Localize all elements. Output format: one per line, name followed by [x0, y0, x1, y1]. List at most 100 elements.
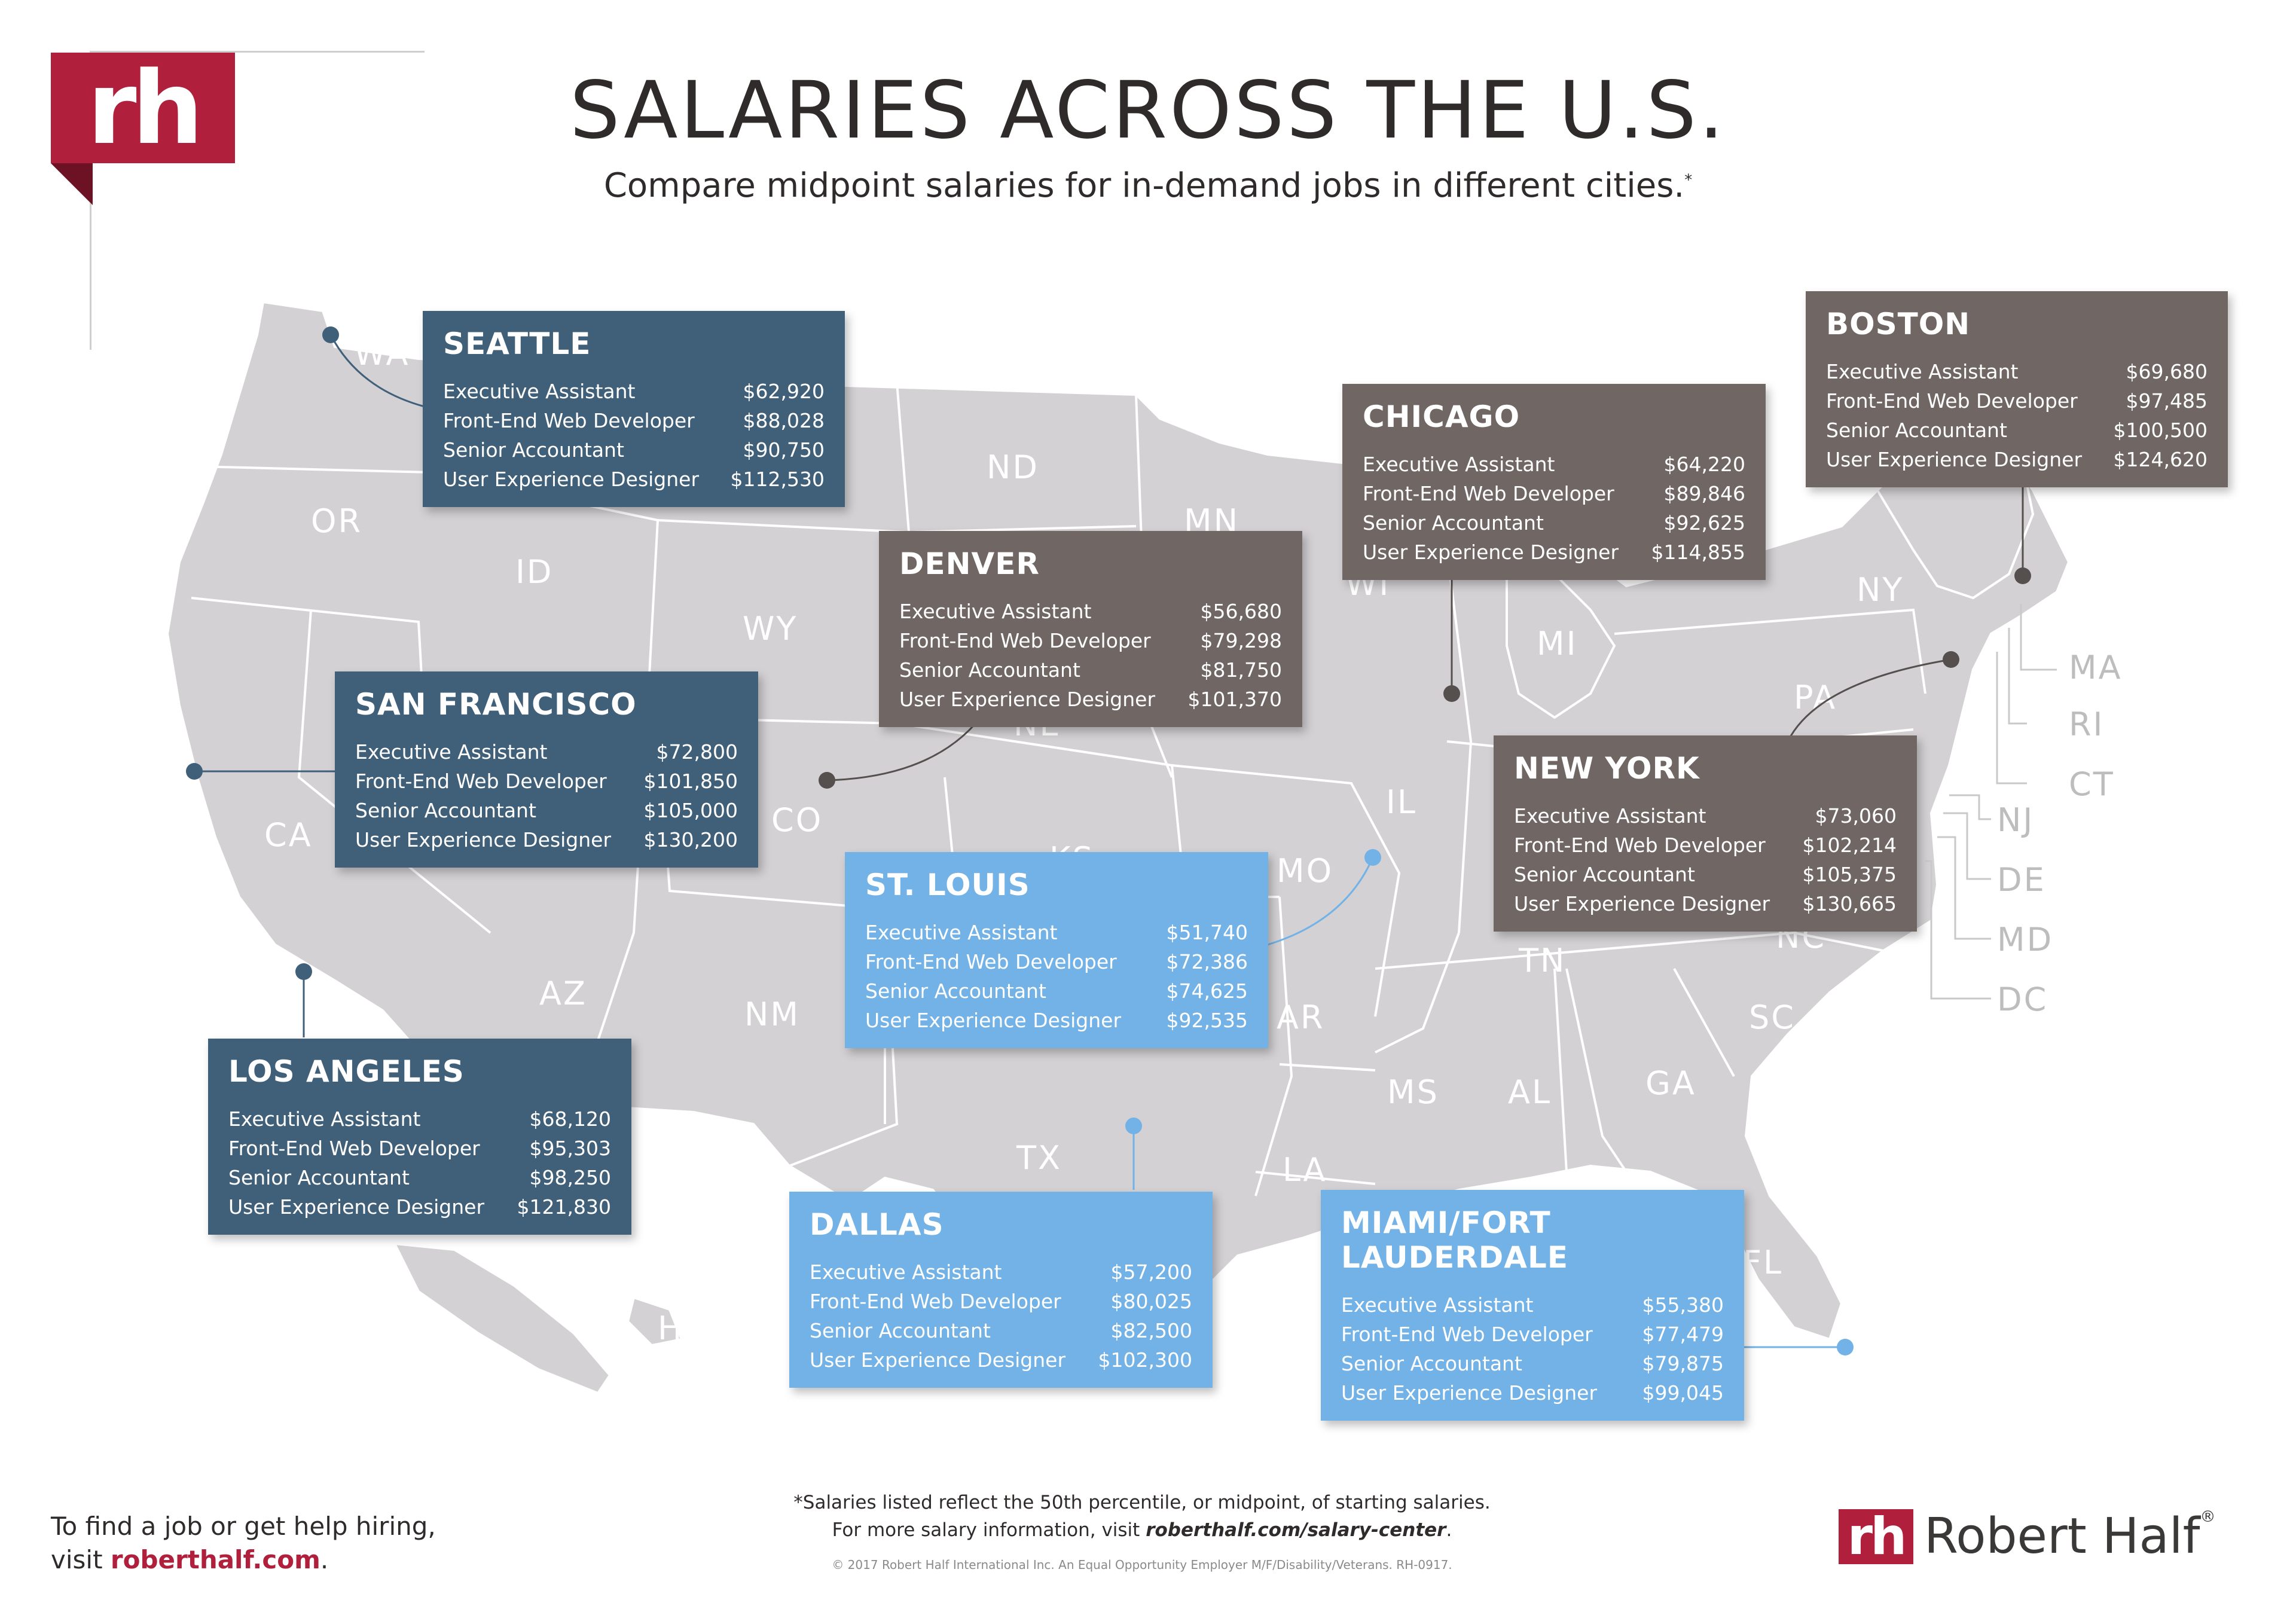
salary-row: Executive Assistant $72,800 — [355, 737, 738, 767]
salary-value: $105,375 — [1802, 863, 1897, 886]
job-title: Executive Assistant — [228, 1107, 421, 1131]
miami-dot — [1837, 1339, 1854, 1355]
salary-value: $57,200 — [1110, 1260, 1192, 1284]
salary-row: Executive Assistant $62,920 — [443, 377, 825, 406]
footer-cta-line2: visit roberthalf.com. — [51, 1543, 436, 1577]
job-title: Senior Accountant — [443, 438, 624, 462]
city-card-los-angeles: LOS ANGELES Executive Assistant $68,120 F… — [208, 1039, 631, 1235]
city-card-miami: MIAMI/FORT LAUDERDALE Executive Assistan… — [1321, 1190, 1744, 1421]
salary-row: Senior Accountant $105,000 — [355, 796, 738, 825]
robert-half-logo: rh Robert Half® — [1839, 1507, 2215, 1567]
state-label-ny: NY — [1857, 571, 1904, 609]
city-name: CHICAGO — [1363, 399, 1521, 434]
state-label-mi: MI — [1537, 625, 1578, 663]
salary-value: $98,250 — [529, 1166, 611, 1189]
salary-value: $73,060 — [1815, 804, 1897, 828]
salary-row: Front-End Web Developer $101,850 — [355, 767, 738, 796]
copyright: © 2017 Robert Half International Inc. An… — [832, 1558, 1452, 1572]
salary-row: User Experience Designer $92,535 — [865, 1006, 1248, 1035]
corner-rule-horizontal — [90, 51, 425, 53]
job-title: Senior Accountant — [1363, 511, 1544, 535]
job-title: User Experience Designer — [1826, 448, 2083, 471]
page-subtitle: Compare midpoint salaries for in-demand … — [0, 166, 2296, 205]
state-label-nd: ND — [987, 448, 1039, 486]
job-title: Front-End Web Developer — [810, 1290, 1061, 1313]
job-title: Executive Assistant — [810, 1260, 1002, 1284]
salary-row: Front-End Web Developer $72,386 — [865, 947, 1248, 976]
salary-value: $64,220 — [1663, 453, 1745, 476]
city-card-san-francisco: SAN FRANCISCO Executive Assistant $72,800… — [335, 671, 758, 868]
st-louis-dot — [1364, 849, 1381, 866]
salary-row: User Experience Designer $130,200 — [355, 825, 738, 854]
footer-note-prefix: For more salary information, visit — [832, 1519, 1146, 1541]
salary-value: $92,625 — [1663, 511, 1745, 535]
salary-value: $114,855 — [1651, 541, 1745, 564]
subtitle-text: Compare midpoint salaries for in-demand … — [603, 166, 1685, 205]
salary-value: $88,028 — [743, 409, 825, 432]
state-label-la: LA — [1283, 1151, 1327, 1189]
footer-site-link[interactable]: roberthalf.com — [110, 1545, 320, 1574]
salary-value: $102,300 — [1098, 1348, 1192, 1372]
salary-row: Senior Accountant $92,625 — [1363, 508, 1745, 538]
salary-row: Executive Assistant $55,380 — [1341, 1290, 1724, 1320]
salary-row: Executive Assistant $73,060 — [1514, 801, 1897, 831]
salary-row: Senior Accountant $74,625 — [865, 976, 1248, 1006]
job-title: User Experience Designer — [355, 828, 612, 851]
salary-row: Executive Assistant $69,680 — [1826, 357, 2208, 386]
salary-row: User Experience Designer $130,665 — [1514, 889, 1897, 918]
state-label-or: OR — [311, 502, 362, 540]
salary-center-link[interactable]: roberthalf.com/salary-center — [1146, 1519, 1446, 1541]
job-title: Executive Assistant — [1341, 1293, 1534, 1317]
logo-text: rh — [87, 49, 203, 167]
state-label-de: DE — [1997, 861, 2046, 899]
salary-row: User Experience Designer $102,300 — [810, 1345, 1192, 1375]
new-york-dot — [1943, 651, 1959, 668]
salary-value: $79,298 — [1200, 629, 1282, 652]
job-title: Senior Accountant — [1826, 419, 2007, 442]
brand-name: Robert Half® — [1924, 1508, 2215, 1565]
job-title: Front-End Web Developer — [865, 950, 1117, 973]
state-label-id: ID — [515, 553, 554, 591]
salary-row: Senior Accountant $90,750 — [443, 435, 825, 465]
footer-note-suffix: . — [1446, 1519, 1452, 1541]
boston-dot — [2014, 567, 2031, 584]
salary-value: $74,625 — [1166, 979, 1248, 1003]
salary-row: Front-End Web Developer $80,025 — [810, 1287, 1192, 1316]
salary-value: $101,370 — [1187, 688, 1282, 711]
salary-row: Front-End Web Developer $95,303 — [228, 1134, 611, 1163]
salary-value: $124,620 — [2113, 448, 2208, 471]
state-label-ms: MS — [1387, 1073, 1439, 1111]
state-label-fl: FL — [1743, 1244, 1783, 1281]
salary-row: Front-End Web Developer $77,479 — [1341, 1320, 1724, 1349]
salary-row: Executive Assistant $56,680 — [899, 597, 1282, 626]
job-title: Front-End Web Developer — [1826, 389, 2078, 413]
salary-row: Front-End Web Developer $97,485 — [1826, 386, 2208, 416]
salary-value: $105,000 — [643, 799, 738, 822]
job-title: Front-End Web Developer — [1341, 1323, 1593, 1346]
state-label-ar: AR — [1277, 999, 1324, 1036]
job-title: Senior Accountant — [228, 1166, 410, 1189]
salary-row: User Experience Designer $124,620 — [1826, 445, 2208, 474]
salary-value: $80,025 — [1110, 1290, 1192, 1313]
state-label-ca: CA — [264, 816, 313, 854]
hawaii-shape — [392, 1242, 612, 1395]
salary-value: $100,500 — [2113, 419, 2208, 442]
city-card-st-louis: ST. LOUIS Executive Assistant $51,740 Fro… — [845, 852, 1268, 1048]
salary-row: Senior Accountant $81,750 — [899, 655, 1282, 685]
job-title: User Experience Designer — [1341, 1381, 1598, 1405]
state-label-tx: TX — [1016, 1139, 1062, 1177]
state-label-dc: DC — [1997, 981, 2048, 1018]
michigan — [1506, 560, 1616, 719]
city-card-chicago: CHICAGO Executive Assistant $64,220 Front… — [1342, 384, 1766, 580]
page-title: SALARIES ACROSS THE U.S. — [569, 65, 1727, 157]
job-title: Executive Assistant — [443, 380, 636, 403]
job-title: User Experience Designer — [810, 1348, 1066, 1372]
salary-value: $79,875 — [1642, 1352, 1724, 1375]
job-title: User Experience Designer — [1514, 892, 1770, 915]
job-title: Senior Accountant — [355, 799, 536, 822]
footer-note: *Salaries listed reflect the 50th percen… — [682, 1489, 1602, 1544]
salary-row: Front-End Web Developer $102,214 — [1514, 831, 1897, 860]
state-label-ma: MA — [2069, 649, 2123, 686]
job-title: Executive Assistant — [1514, 804, 1706, 828]
footer-note-line1: *Salaries listed reflect the 50th percen… — [793, 1492, 1491, 1513]
